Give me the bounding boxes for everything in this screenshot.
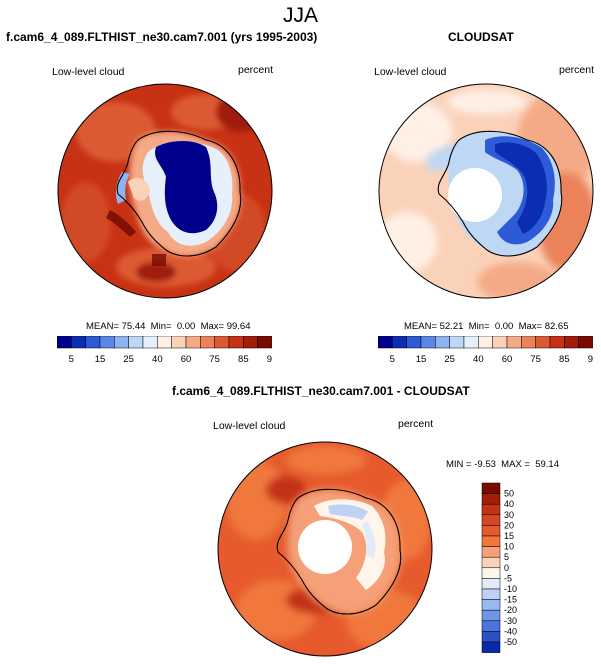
colorbar-label: 75 [209, 354, 220, 365]
colorbar-swatch [481, 525, 501, 537]
colorbar-swatch [481, 503, 501, 516]
colorbar-swatch [171, 336, 187, 349]
figure-title: JJA [282, 4, 318, 27]
colorbar-label: -5 [504, 573, 512, 583]
colorbar-label: -10 [504, 584, 517, 594]
panel-3-polar-map [217, 441, 433, 657]
colorbar-panel-1: 5 15 25 40 60 75 85 95 [57, 336, 272, 365]
panel-2-polar-map [378, 83, 594, 299]
colorbar-label: 60 [181, 354, 192, 365]
panel-1-title: f.cam6_4_089.FLTHIST_ne30.cam7.001 (yrs … [6, 30, 318, 44]
colorbar-label: 25 [444, 354, 455, 365]
colorbar-swatch [481, 609, 501, 622]
colorbar-swatch [243, 336, 258, 349]
colorbar-swatch [228, 336, 244, 349]
colorbar-panel-2: 5 15 25 40 60 75 85 95 [378, 336, 593, 365]
colorbar-swatch [157, 336, 172, 349]
panel-2-title: CLOUDSAT [448, 30, 514, 44]
colorbar-label: 30 [504, 510, 514, 520]
colorbar-swatch [85, 336, 101, 349]
panel-3-variable-label: Low-level cloud [213, 420, 286, 432]
colorbar-label: -50 [504, 637, 517, 647]
colorbar-label: -20 [504, 605, 517, 615]
colorbar-swatch [71, 336, 86, 349]
colorbar-swatch [578, 336, 593, 349]
colorbar-label: 95 [267, 354, 272, 365]
colorbar-label: 60 [502, 354, 513, 365]
panel-3-title: f.cam6_4_089.FLTHIST_ne30.cam7.001 - CLO… [172, 384, 470, 398]
colorbar-swatch [463, 336, 479, 349]
colorbar-label: 5 [69, 354, 74, 365]
panel-3-stats: MIN = -9.53 MAX = 59.14 [446, 459, 559, 470]
colorbar-swatch [99, 336, 115, 349]
colorbar-swatch [549, 336, 565, 349]
colorbar-swatch [142, 336, 158, 349]
colorbar-label: 5 [504, 552, 509, 562]
colorbar-label: 25 [123, 354, 134, 365]
colorbar-label: -15 [504, 595, 517, 605]
colorbar-label: -30 [504, 616, 517, 626]
panel-3-units-label: percent [398, 418, 434, 430]
colorbar-swatch [481, 546, 501, 558]
panel-1-variable-label: Low-level cloud [52, 66, 125, 78]
colorbar-label: 10 [504, 542, 514, 552]
colorbar-label: 20 [504, 520, 514, 530]
colorbar-swatch [378, 336, 393, 349]
colorbar-swatch [57, 336, 72, 349]
colorbar-swatch [506, 336, 522, 349]
colorbar-label: 40 [152, 354, 163, 365]
colorbar-label: 40 [504, 499, 514, 509]
colorbar-swatch [481, 641, 501, 653]
panel-1-stats: MEAN= 75.44 Min= 0.00 Max= 99.64 [86, 321, 251, 332]
colorbar-label: 5 [390, 354, 395, 365]
colorbar-swatch [481, 620, 501, 632]
colorbar-label: 50 [504, 489, 514, 499]
panel-1-units-label: percent [238, 64, 274, 76]
colorbar-swatch [214, 336, 230, 349]
colorbar-label: 40 [473, 354, 484, 365]
colorbar-swatch [564, 336, 579, 349]
colorbar-swatch [478, 336, 493, 349]
colorbar-swatch [481, 578, 501, 590]
panel-2-variable-label: Low-level cloud [374, 66, 447, 78]
colorbar-swatch [420, 336, 436, 349]
colorbar-swatch [481, 482, 501, 494]
colorbar-swatch [535, 336, 551, 349]
colorbar-swatch [128, 336, 144, 349]
colorbar-label: 15 [504, 531, 514, 541]
panel-2-units-label: percent [559, 64, 595, 76]
colorbar-swatch [521, 336, 536, 349]
panel-2-stats: MEAN= 52.21 Min= 0.00 Max= 82.65 [404, 321, 569, 332]
colorbar-label: 0 [504, 563, 509, 573]
colorbar-swatch [392, 336, 407, 349]
colorbar-label: 15 [95, 354, 106, 365]
colorbar-label: 85 [238, 354, 249, 365]
colorbar-swatch [481, 588, 501, 600]
colorbar-swatch [481, 493, 501, 505]
colorbar-swatch [257, 336, 272, 349]
colorbar-label: -40 [504, 626, 517, 636]
colorbar-swatch [481, 535, 501, 547]
colorbar-label: 15 [416, 354, 427, 365]
colorbar-swatch [481, 599, 501, 611]
colorbar-swatch [449, 336, 465, 349]
colorbar-swatch [481, 631, 501, 643]
colorbar-swatch [481, 514, 501, 526]
colorbar-swatch [481, 567, 501, 579]
colorbar-swatch [492, 336, 508, 349]
colorbar-swatch [114, 336, 129, 349]
colorbar-swatch [200, 336, 215, 349]
colorbar-label: 75 [530, 354, 541, 365]
colorbar-swatch [481, 556, 501, 569]
colorbar-swatch [185, 336, 201, 349]
colorbar-label: 85 [559, 354, 570, 365]
colorbar-label: 95 [588, 354, 593, 365]
panel-1-polar-map [57, 83, 273, 299]
colorbar-swatch [435, 336, 450, 349]
colorbar-swatch [406, 336, 422, 349]
